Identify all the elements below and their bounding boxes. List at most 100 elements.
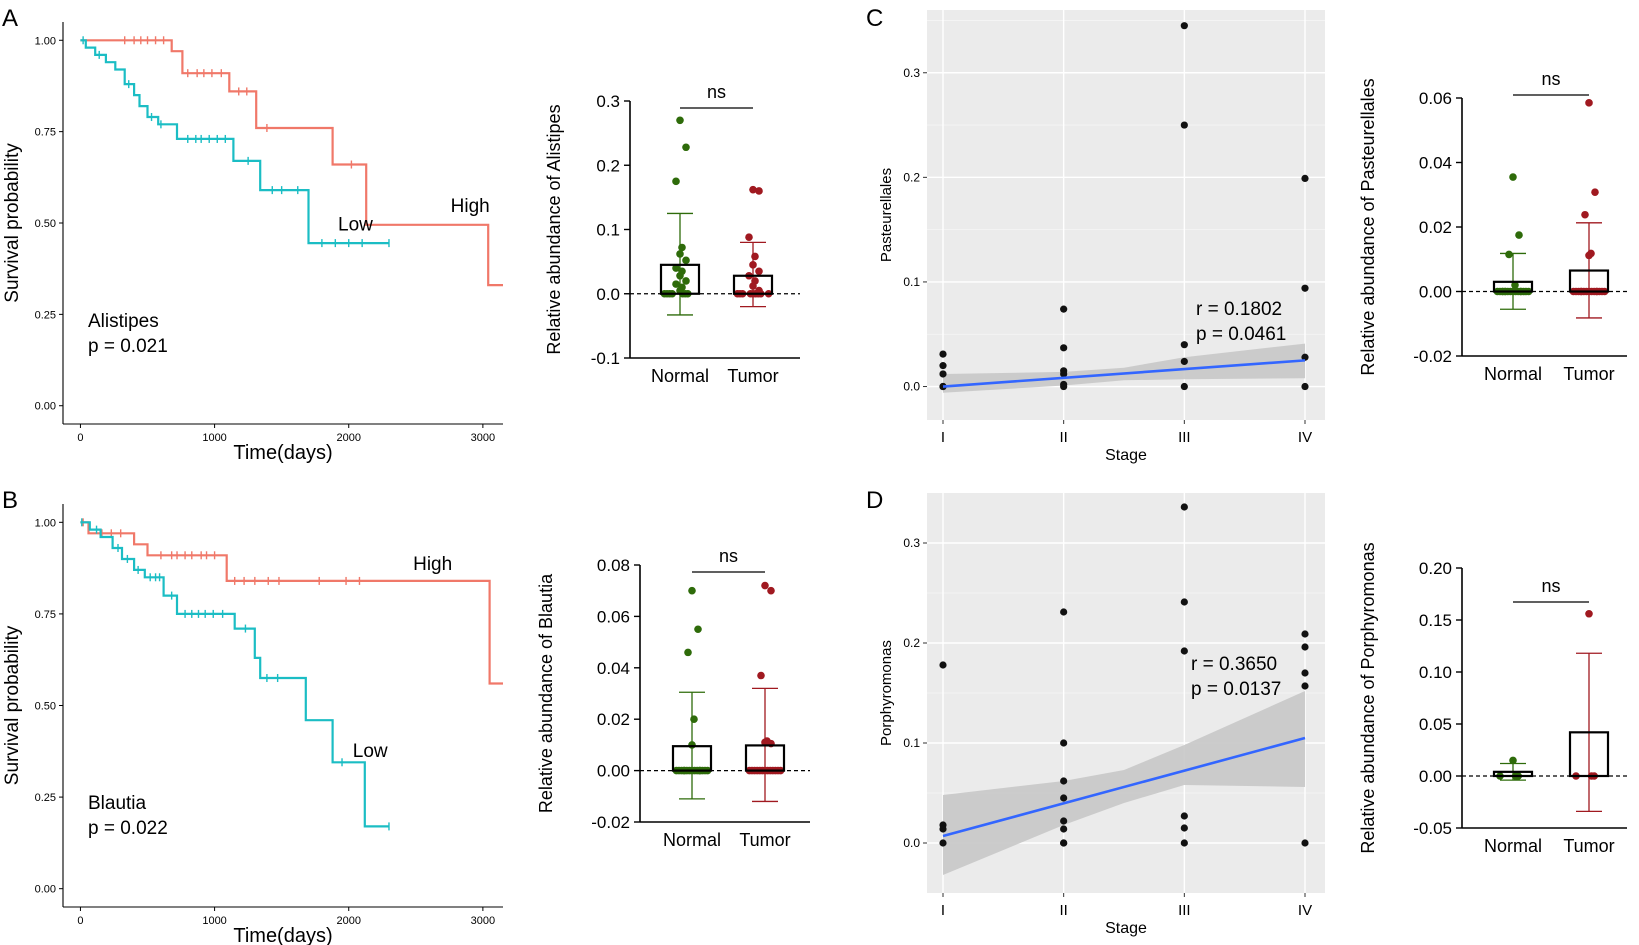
y-tick-label: 0.50: [35, 701, 56, 713]
x-tick-label: IV: [1298, 902, 1312, 919]
data-point-tumor: [1585, 251, 1593, 260]
x-tick-label: 2000: [336, 915, 360, 927]
y-axis-title: Survival probability: [2, 143, 23, 303]
panel-letter-c: C: [866, 5, 883, 32]
panel-c-stage-scatter: 0.00.10.20.3I II III IVStagePasteurellalesr…: [878, 10, 1325, 464]
y-tick-label: -0.02: [591, 813, 630, 832]
p-value: p = 0.021: [88, 336, 168, 357]
data-point: [1301, 839, 1309, 847]
data-point-normal: [682, 143, 690, 152]
y-tick-label: 0.10: [1419, 663, 1452, 682]
data-point-normal: [682, 256, 690, 265]
data-point-normal: [1509, 173, 1517, 181]
data-point-tumor: [761, 738, 769, 747]
curve-label-high: High: [413, 554, 452, 575]
data-point: [1301, 353, 1309, 361]
category-label-normal: Normal: [1484, 836, 1542, 856]
survival-curve-low: [80, 39, 389, 245]
category-label-normal: Normal: [1484, 364, 1542, 384]
y-tick-label: 0.04: [597, 659, 630, 678]
curve-label-high: High: [451, 196, 490, 217]
data-point: [1301, 669, 1309, 677]
data-point-normal: [676, 250, 684, 258]
y-tick-label: 1.00: [35, 35, 56, 47]
data-point: [1301, 382, 1309, 391]
data-point-normal: [684, 648, 692, 657]
y-tick-label: -0.05: [1413, 819, 1452, 838]
taxon-name: Blautia: [88, 793, 147, 814]
regression-line: [942, 736, 1306, 838]
data-point-tumor: [1585, 609, 1593, 618]
significance-label: ns: [1541, 576, 1560, 596]
curve-label-low: Low: [353, 741, 388, 762]
x-tick-label: II: [1059, 902, 1067, 919]
data-point: [1180, 598, 1188, 606]
x-tick-label: 0: [77, 915, 83, 927]
y-tick-label: 0.00: [1419, 767, 1452, 786]
x-tick-label: 1000: [202, 915, 226, 927]
y-axis-title: Porphyromonas: [878, 640, 895, 746]
y-tick-label: 0.3: [596, 92, 620, 111]
x-tick-label: I: [941, 429, 945, 446]
y-tick-label: 0.05: [1419, 715, 1452, 734]
data-point: [1180, 647, 1188, 655]
y-tick-label: 0.00: [35, 884, 56, 896]
data-point-normal: [682, 277, 690, 285]
panel-b-survival-plot: 0.00 0.25 0.50 0.75 1.00 0 1000 2000 3000 Time(da…: [2, 504, 503, 945]
p-value: p = 0.022: [88, 818, 168, 839]
data-point: [1180, 839, 1188, 847]
data-point: [1060, 739, 1068, 747]
y-tick-label: 0.06: [1419, 89, 1452, 108]
x-tick-label: 3000: [471, 432, 495, 444]
data-point: [939, 661, 947, 669]
data-point-normal: [690, 715, 698, 723]
data-point: [1060, 305, 1068, 313]
data-point: [1060, 825, 1068, 833]
x-tick-label: IV: [1298, 429, 1312, 446]
y-tick-label: -0.02: [1413, 347, 1452, 366]
data-point: [1301, 174, 1309, 182]
x-tick-label: II: [1059, 429, 1067, 446]
x-tick-label: III: [1178, 429, 1191, 446]
data-point: [1180, 812, 1188, 820]
significance-label: ns: [707, 82, 726, 102]
data-point: [939, 825, 947, 833]
data-point-tumor: [751, 252, 759, 261]
data-point-tumor: [749, 261, 757, 269]
data-point: [939, 362, 947, 370]
y-tick-label: 0.25: [35, 309, 56, 321]
data-point-tumor: [749, 185, 757, 194]
data-point: [1180, 503, 1188, 511]
data-point: [1180, 824, 1188, 832]
panel-b-abundance-plot: -0.02 0.00 0.02 0.04 0.06 0.08 Relative abunda…: [536, 546, 810, 850]
survival-curve-high: [80, 521, 503, 685]
data-point: [1060, 608, 1068, 616]
y-tick-label: 0.15: [1419, 611, 1452, 630]
correlation-r: r = 0.3650: [1191, 654, 1277, 675]
panel-letter-b: B: [2, 487, 18, 514]
data-point: [1301, 630, 1309, 638]
data-point: [939, 839, 947, 847]
category-label-tumor: Tumor: [1563, 364, 1614, 384]
x-axis-title: Stage: [1105, 447, 1147, 464]
x-tick-label: 0: [77, 432, 83, 444]
data-point: [1060, 370, 1068, 378]
x-tick-label: III: [1178, 902, 1191, 919]
data-point: [939, 350, 947, 358]
data-point-normal: [1505, 250, 1513, 259]
y-tick-label: 0.50: [35, 218, 56, 230]
bar-tumor: [744, 744, 786, 772]
x-axis-title: Time(days): [233, 442, 332, 464]
x-tick-label: 3000: [471, 915, 495, 927]
x-axis-title: Stage: [1105, 920, 1147, 937]
data-point-tumor: [757, 671, 765, 680]
regression-line: [942, 359, 1306, 388]
y-tick-label: 0.02: [1419, 218, 1452, 237]
data-point: [1060, 794, 1068, 802]
survival-curve-low: [80, 521, 389, 828]
y-tick-label: 0.0: [903, 380, 920, 394]
data-point: [1180, 357, 1188, 366]
taxon-name: Alistipes: [88, 311, 159, 332]
data-point-normal: [676, 116, 684, 125]
